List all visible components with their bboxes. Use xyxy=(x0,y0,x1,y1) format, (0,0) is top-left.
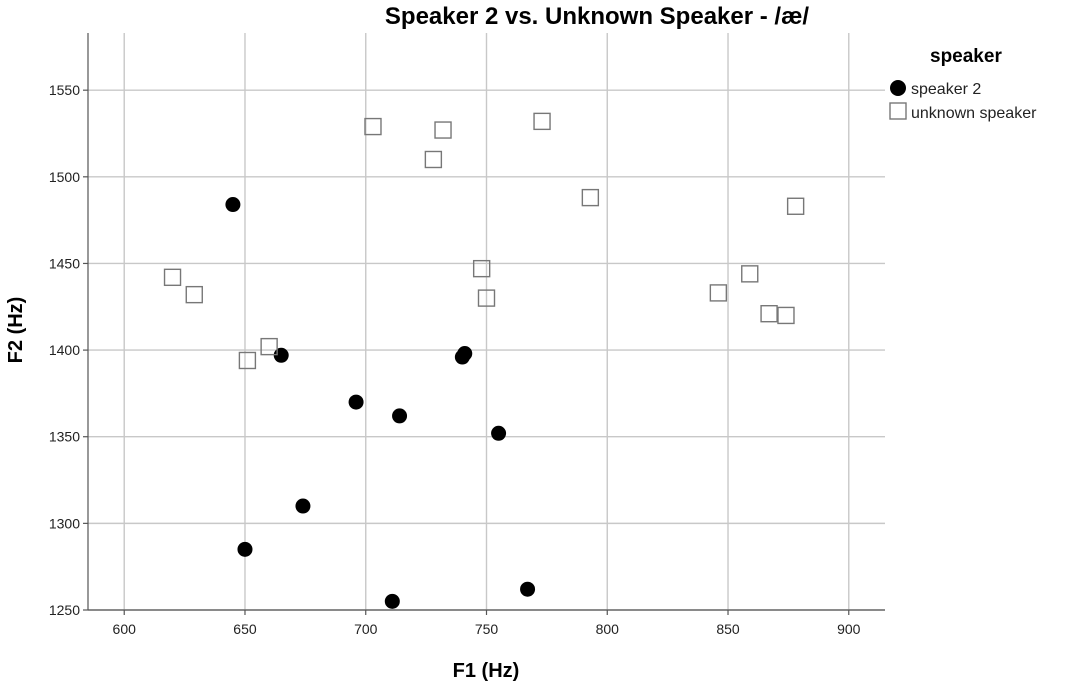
y-axis-label: F2 (Hz) xyxy=(5,297,27,364)
data-point-speaker-2 xyxy=(225,197,241,213)
data-point-unknown-speaker xyxy=(238,351,257,370)
legend-title: speaker xyxy=(930,46,1002,67)
legend: speaker speaker 2 unknown speaker xyxy=(889,46,1037,122)
data-point-speaker-2 xyxy=(520,581,536,597)
legend-marker-speaker-2 xyxy=(890,80,906,96)
data-point-unknown-speaker xyxy=(760,305,778,323)
data-point-unknown-speaker xyxy=(424,150,443,169)
legend-marker-unknown-speaker xyxy=(889,102,907,120)
data-point-unknown-speaker xyxy=(472,259,491,278)
data-point-unknown-speaker xyxy=(786,197,805,215)
y-tick-label: 1500 xyxy=(49,169,80,185)
x-tick-label: 750 xyxy=(475,621,499,637)
data-point-unknown-speaker xyxy=(581,188,600,207)
y-tick-label: 1300 xyxy=(49,515,80,531)
points-layer xyxy=(163,112,805,609)
data-point-unknown-speaker xyxy=(185,285,203,304)
legend-label-speaker-2: speaker 2 xyxy=(911,81,981,98)
data-point-unknown-speaker xyxy=(260,337,278,356)
x-tick-label: 600 xyxy=(113,621,137,637)
data-point-unknown-speaker xyxy=(777,306,795,325)
y-tick-label: 1350 xyxy=(49,429,80,445)
x-tick-label: 700 xyxy=(354,621,378,637)
y-tick-label: 1250 xyxy=(49,602,80,618)
x-tick-label: 850 xyxy=(716,621,740,637)
data-point-unknown-speaker xyxy=(163,268,182,287)
data-point-unknown-speaker xyxy=(533,112,551,131)
data-point-speaker-2 xyxy=(457,346,473,362)
data-point-speaker-2 xyxy=(384,593,400,609)
data-point-unknown-speaker xyxy=(709,284,728,302)
x-tick-label: 900 xyxy=(837,621,861,637)
x-axis-label: F1 (Hz) xyxy=(453,660,520,682)
data-point-speaker-2 xyxy=(295,498,311,514)
x-tick-label: 650 xyxy=(233,621,257,637)
legend-label-unknown-speaker: unknown speaker xyxy=(911,105,1037,122)
data-point-speaker-2 xyxy=(392,408,408,424)
data-point-unknown-speaker xyxy=(364,117,382,136)
data-point-unknown-speaker xyxy=(434,121,452,139)
y-tick-label: 1550 xyxy=(49,82,80,98)
data-point-speaker-2 xyxy=(348,394,364,410)
ticks-layer: 600 650 700 750 800 850 900 1250 1300 1350 1400 145… xyxy=(49,82,861,637)
x-tick-label: 800 xyxy=(596,621,620,637)
y-tick-label: 1450 xyxy=(49,255,80,271)
data-point-unknown-speaker xyxy=(741,265,759,283)
y-tick-label: 1400 xyxy=(49,342,80,358)
data-point-unknown-speaker xyxy=(477,289,496,307)
data-point-speaker-2 xyxy=(237,541,253,557)
grid-layer xyxy=(88,33,885,611)
chart-title: Speaker 2 vs. Unknown Speaker - /æ/ xyxy=(385,3,810,30)
data-point-speaker-2 xyxy=(491,425,507,441)
